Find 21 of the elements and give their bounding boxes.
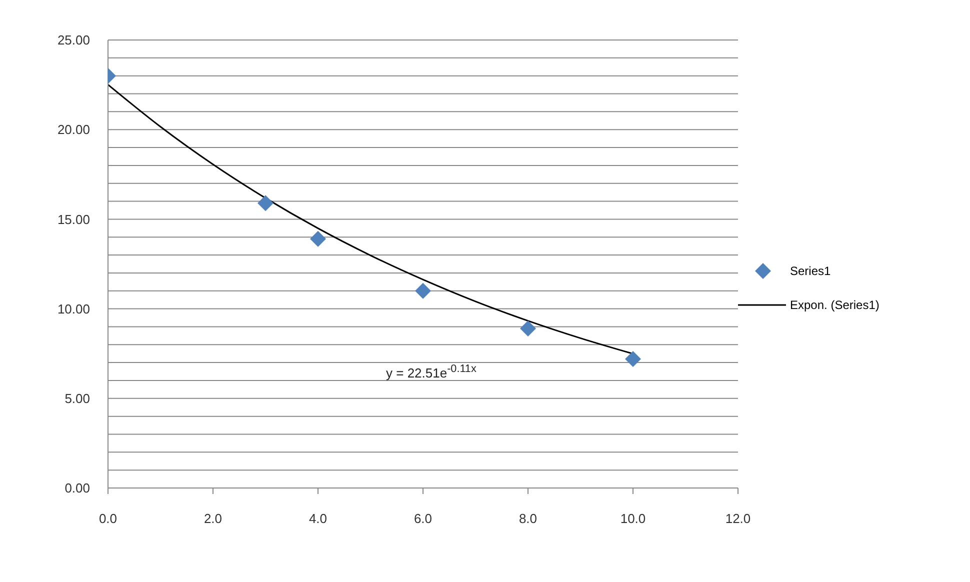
point: [310, 230, 326, 247]
point: [625, 350, 641, 367]
y-tick-label: 15.00: [57, 212, 90, 227]
y-tick-label: 5.00: [64, 391, 90, 406]
x-tick-label: 8.0: [518, 511, 538, 526]
point: [520, 320, 536, 337]
point: [415, 282, 431, 299]
x-tick-label: 2.0: [204, 511, 222, 526]
x-tick-label: 12.0: [725, 511, 751, 526]
legend-label: Expon. (Series1): [790, 298, 880, 312]
x-tick-label: 4.0: [308, 511, 328, 526]
point: [258, 195, 274, 212]
y-tick-label: 0.00: [64, 480, 90, 496]
y-tick-label: 25.00: [57, 32, 90, 48]
x-tick-label: 0.0: [98, 511, 118, 526]
legend-label: Series1: [790, 264, 831, 278]
y-tick-label: 20.00: [57, 122, 90, 138]
x-tick-label: 10.0: [620, 511, 646, 526]
y-tick-label: 10.00: [57, 301, 90, 316]
annotation: y = 22.51e$^{-0.11x}$: [386, 363, 476, 380]
x-tick-label: 6.0: [414, 511, 432, 526]
